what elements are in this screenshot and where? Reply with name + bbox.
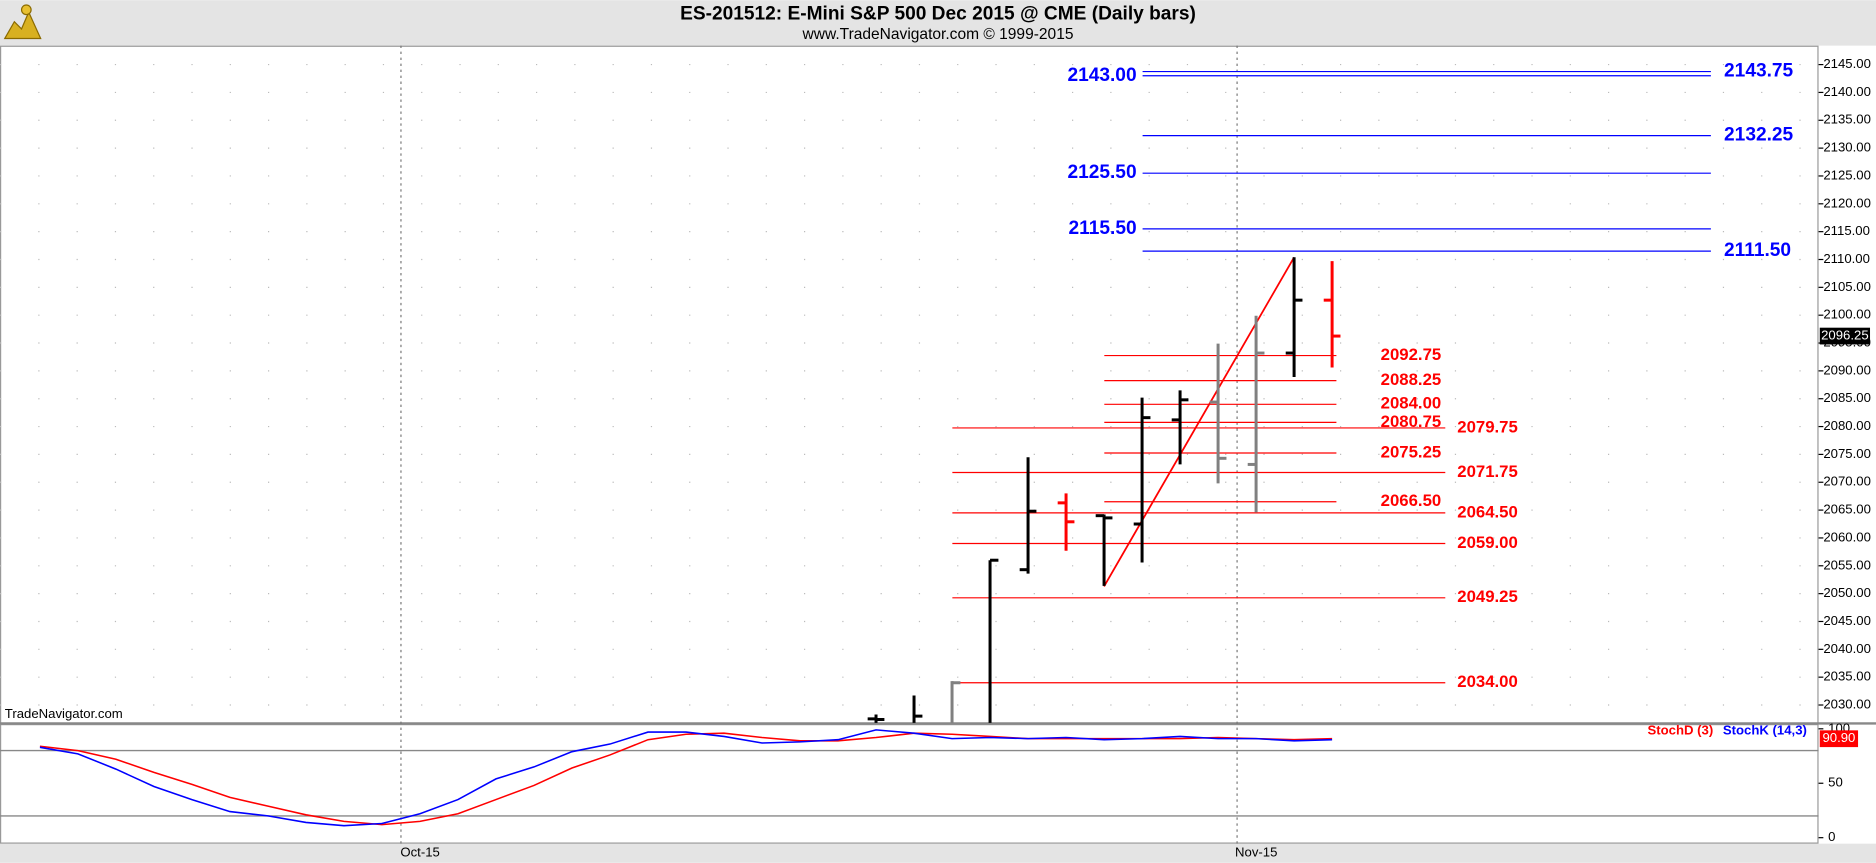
main-frame [0,45,1819,725]
y-tick-label: 0 [1828,829,1835,844]
level-label: 2049.25 [1457,587,1518,606]
y-tick-label: 2040.00 [1823,641,1871,656]
level-label: 2084.00 [1381,394,1442,413]
stoch-line [39,729,1333,827]
legend-entry: StochK (14,3) [1723,723,1807,738]
level-label: 2066.50 [1381,491,1442,510]
y-tick-label: 2060.00 [1823,529,1871,544]
x-tick-label: Oct-15 [400,845,439,860]
y-tick-label: 2140.00 [1823,84,1871,99]
level-label: 2143.00 [1067,65,1136,86]
level-label: 2064.50 [1457,502,1518,521]
y-tick-label: 2090.00 [1823,362,1871,377]
level-label: 2075.25 [1381,442,1442,461]
y-tick-label: 50 [1828,775,1843,790]
level-label: 2115.50 [1069,218,1137,239]
last-price-label: 2096.25 [1821,328,1869,343]
y-tick-label: 2045.00 [1823,613,1871,628]
level-label: 2071.75 [1457,462,1518,481]
watermark: TradeNavigator.com [5,706,123,721]
x-tick-label: Nov-15 [1235,845,1277,860]
y-tick-label: 2110.00 [1823,251,1870,266]
stoch-value-label: 90.90 [1822,730,1855,745]
y-tick-label: 2080.00 [1823,418,1871,433]
stoch-line [39,732,1333,826]
y-tick-label: 2145.00 [1823,56,1871,71]
level-label: 2079.75 [1457,417,1518,436]
level-label: 2125.50 [1067,162,1136,183]
level-label: 2111.50 [1724,240,1791,261]
level-label: 2132.25 [1724,125,1793,146]
header-bg [0,0,1876,46]
y-tick-label: 2130.00 [1823,140,1871,155]
y-tick-label: 2030.00 [1823,696,1871,711]
y-tick-label: 2075.00 [1823,446,1871,461]
y-tick-label: 2100.00 [1823,307,1871,322]
legend-entry: StochD (3) [1647,723,1713,738]
y-tick-label: 2050.00 [1823,585,1871,600]
y-tick-label: 2065.00 [1823,502,1871,517]
y-tick-label: 2105.00 [1823,279,1871,294]
y-tick-label: 2035.00 [1823,669,1871,684]
last-price-box [1819,327,1871,345]
stoch-frame [0,724,1819,844]
trend-line [1103,256,1295,587]
y-tick-label: 2125.00 [1823,167,1871,182]
y-tick-label: 2070.00 [1823,474,1871,489]
level-label: 2088.25 [1381,370,1442,389]
y-tick-label: 2120.00 [1823,195,1871,210]
y-tick-label: 2115.00 [1823,223,1870,238]
level-label: 2143.75 [1724,61,1793,82]
logo [3,4,42,40]
stoch-value-box [1819,730,1859,748]
level-label: 2034.00 [1457,672,1518,691]
y-tick-label: 2135.00 [1823,112,1871,127]
y-tick-label: 2085.00 [1823,390,1871,405]
x-axis-bg [0,843,1876,863]
level-label: 2080.75 [1381,412,1442,431]
level-label: 2092.75 [1381,345,1442,364]
chart-subtitle: www.TradeNavigator.com © 1999-2015 [802,26,1074,43]
chart-title: ES-201512: E-Mini S&P 500 Dec 2015 @ CME… [680,4,1196,25]
level-label: 2059.00 [1457,533,1518,552]
y-tick-label: 2055.00 [1823,557,1871,572]
